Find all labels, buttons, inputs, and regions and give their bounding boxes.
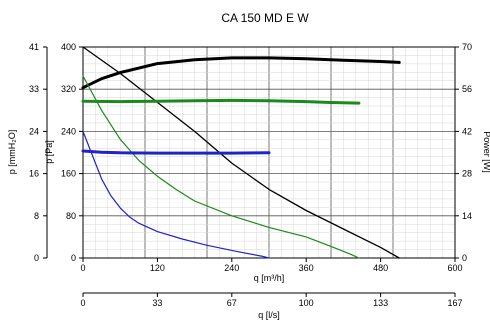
x2-tick-label: 33 <box>152 298 162 308</box>
y-power-tick-label: 28 <box>462 169 472 179</box>
x-tick-label: 240 <box>224 263 239 273</box>
x-axis-label: q [m³/h] <box>254 273 285 283</box>
y-mmh2o-tick-label: 0 <box>34 253 39 263</box>
series-line-3 <box>82 75 360 259</box>
y-pa-tick-label: 0 <box>71 253 76 263</box>
x2-tick-label: 0 <box>80 298 85 308</box>
x-tick-label: 120 <box>150 263 165 273</box>
y-axis-pa-label: p [Pa] <box>44 140 54 164</box>
y-mmh2o-tick-label: 33 <box>29 84 39 94</box>
series-group <box>81 46 401 259</box>
x2-tick-label: 133 <box>373 298 388 308</box>
x-tick-label: 600 <box>447 263 462 273</box>
x2-tick-label: 67 <box>227 298 237 308</box>
x2-tick-label: 167 <box>447 298 462 308</box>
y-mmh2o-tick-label: 8 <box>34 211 39 221</box>
series-line-2 <box>81 56 401 90</box>
y-pa-tick-label: 240 <box>61 126 76 136</box>
y-power-tick-label: 70 <box>462 42 472 52</box>
x-tick-label: 0 <box>80 263 85 273</box>
y-mmh2o-tick-label: 24 <box>29 126 39 136</box>
y-axis-power-label: Power [W] <box>482 131 490 173</box>
series-line-1 <box>82 46 400 259</box>
x-tick-label: 360 <box>299 263 314 273</box>
chart-title: CA 150 MD E W <box>221 11 309 25</box>
y-pa-tick-label: 400 <box>61 42 76 52</box>
y-power-tick-label: 0 <box>462 253 467 263</box>
y-power-tick-label: 42 <box>462 126 472 136</box>
x2-axis-label: q [l/s] <box>258 310 280 320</box>
y-axis-mmh2o-label: p [mmH₂O] <box>7 130 17 175</box>
series-line-6 <box>81 149 271 155</box>
y-pa-tick-label: 80 <box>66 211 76 221</box>
y-pa-tick-label: 320 <box>61 84 76 94</box>
x-tick-label: 480 <box>373 263 388 273</box>
y-power-tick-label: 14 <box>462 211 472 221</box>
y-mmh2o-tick-label: 41 <box>29 42 39 52</box>
x2-tick-label: 100 <box>299 298 314 308</box>
y-mmh2o-tick-label: 16 <box>29 169 39 179</box>
y-power-tick-label: 56 <box>462 84 472 94</box>
y-pa-tick-label: 160 <box>61 169 76 179</box>
series-line-5 <box>82 130 270 259</box>
series-line-4 <box>81 98 361 105</box>
